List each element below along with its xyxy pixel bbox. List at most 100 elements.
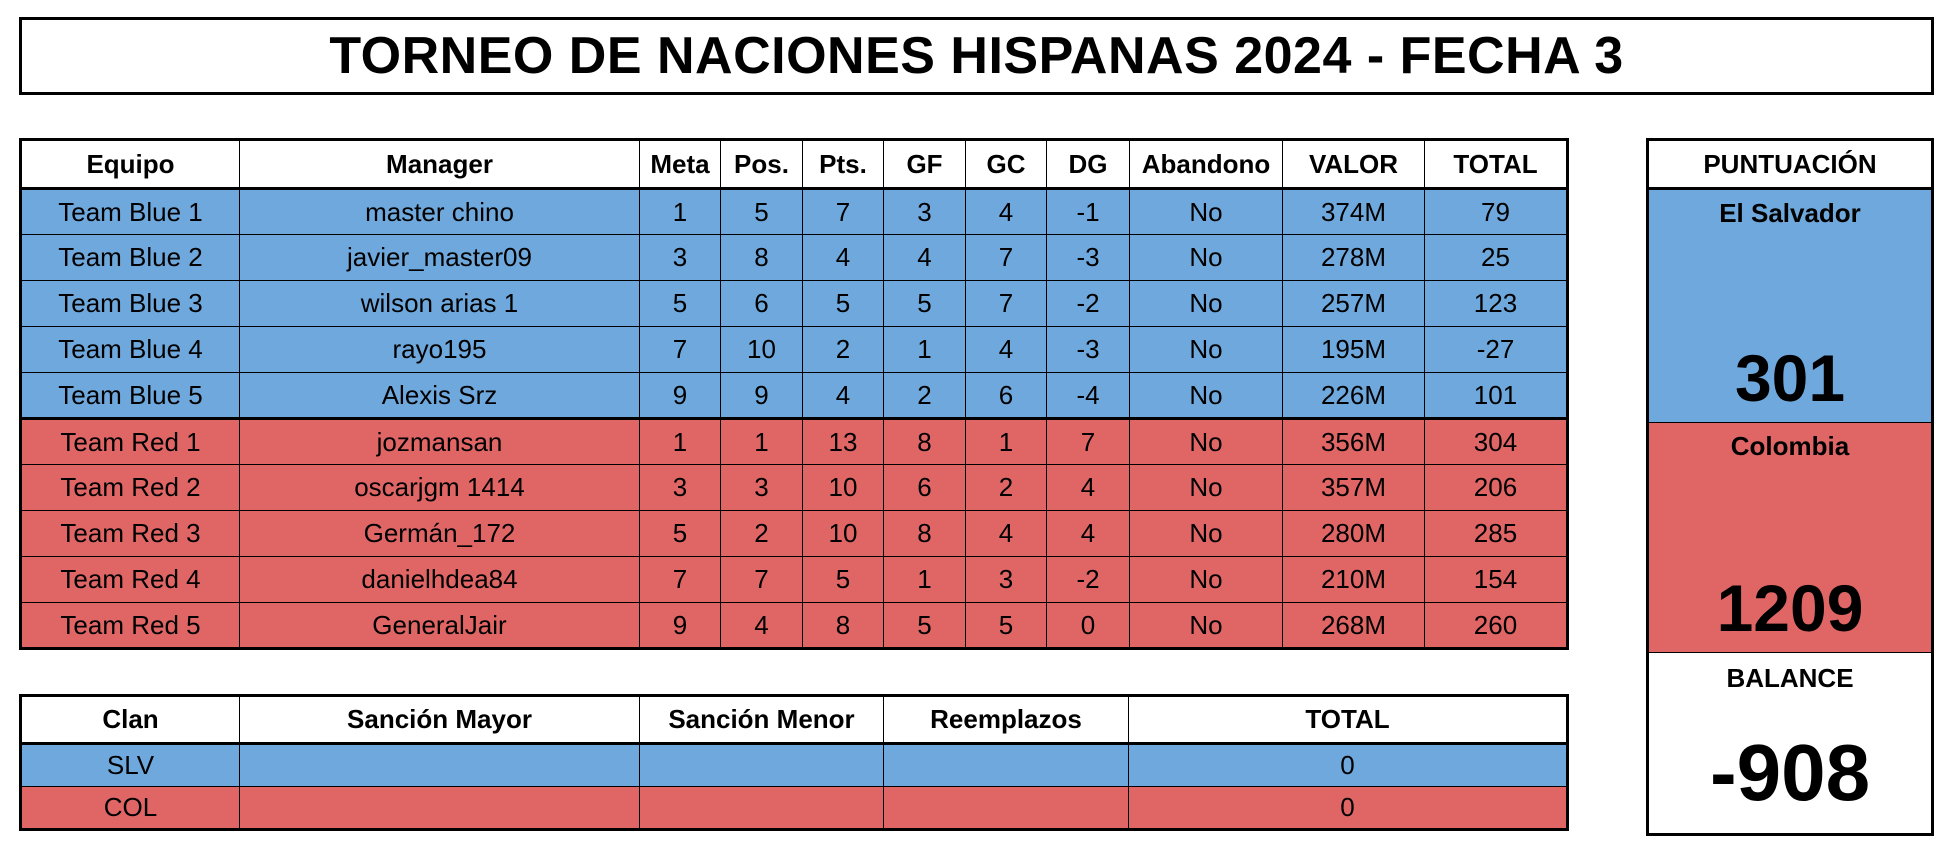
table-row: Team Red 2 oscarjgm 1414 3 3 10 6 2 4 No… <box>20 464 1568 511</box>
cell-equipo: Team Blue 3 <box>20 280 240 327</box>
col-header-valor: VALOR <box>1282 139 1425 190</box>
col-header-manager: Manager <box>239 139 640 190</box>
cell-dg: 4 <box>1046 510 1130 557</box>
cell-pos: 5 <box>720 188 803 235</box>
cell-meta: 9 <box>639 372 721 420</box>
table-row: Team Blue 2 javier_master09 3 8 4 4 7 -3… <box>20 234 1568 281</box>
col-header-sancion-menor: Sanción Menor <box>639 695 884 745</box>
cell-gf: 1 <box>883 326 966 373</box>
cell-gc: 4 <box>965 326 1047 373</box>
cell-gf: 1 <box>883 556 966 603</box>
score-panel-header: PUNTUACIÓN <box>1649 141 1931 190</box>
cell-abandono: No <box>1129 418 1283 465</box>
cell-clan: SLV <box>20 743 240 787</box>
cell-gf: 8 <box>883 510 966 557</box>
table-row: Team Blue 5 Alexis Srz 9 9 4 2 6 -4 No 2… <box>20 372 1568 420</box>
cell-manager: jozmansan <box>239 418 640 465</box>
col-header-reemplazos: Reemplazos <box>883 695 1129 745</box>
cell-sancion-menor <box>639 786 884 830</box>
cell-gf: 5 <box>883 280 966 327</box>
table-row: Team Red 3 Germán_172 5 2 10 8 4 4 No 28… <box>20 510 1568 557</box>
col-header-pos: Pos. <box>720 139 803 190</box>
cell-total: 206 <box>1424 464 1568 511</box>
col-header-sancion-mayor: Sanción Mayor <box>239 695 640 745</box>
team-a-score: 301 <box>1734 341 1846 415</box>
sanctions-table: Clan Sanción Mayor Sanción Menor Reempla… <box>19 694 1569 831</box>
cell-sancion-mayor <box>239 743 640 787</box>
team-b-score-block: Colombia 1209 <box>1649 423 1931 653</box>
score-panel: PUNTUACIÓN El Salvador 301 Colombia 1209… <box>1646 138 1934 836</box>
team-a-score-block: El Salvador 301 <box>1649 190 1931 423</box>
cell-sancion-mayor <box>239 786 640 830</box>
cell-abandono: No <box>1129 326 1283 373</box>
table-row: Team Red 1 jozmansan 1 1 13 8 1 7 No 356… <box>20 418 1568 465</box>
cell-valor: 278M <box>1282 234 1425 281</box>
cell-abandono: No <box>1129 372 1283 420</box>
cell-gc: 7 <box>965 234 1047 281</box>
cell-valor: 195M <box>1282 326 1425 373</box>
cell-meta: 7 <box>639 556 721 603</box>
cell-manager: javier_master09 <box>239 234 640 281</box>
cell-manager: master chino <box>239 188 640 235</box>
table-row: Team Blue 1 master chino 1 5 7 3 4 -1 No… <box>20 188 1568 235</box>
cell-equipo: Team Red 5 <box>20 602 240 649</box>
col-header-total: TOTAL <box>1128 695 1568 745</box>
cell-pts: 2 <box>802 326 884 373</box>
cell-pos: 3 <box>720 464 803 511</box>
cell-pts: 5 <box>802 280 884 327</box>
table-row: Team Red 5 GeneralJair 9 4 8 5 5 0 No 26… <box>20 602 1568 649</box>
cell-gf: 8 <box>883 418 966 465</box>
cell-gc: 3 <box>965 556 1047 603</box>
cell-dg: 0 <box>1046 602 1130 649</box>
cell-manager: Alexis Srz <box>239 372 640 420</box>
table-row: Team Blue 4 rayo195 7 10 2 1 4 -3 No 195… <box>20 326 1568 373</box>
table-row: Team Blue 3 wilson arias 1 5 6 5 5 7 -2 … <box>20 280 1568 327</box>
cell-manager: oscarjgm 1414 <box>239 464 640 511</box>
cell-meta: 9 <box>639 602 721 649</box>
cell-valor: 356M <box>1282 418 1425 465</box>
cell-equipo: Team Blue 2 <box>20 234 240 281</box>
cell-equipo: Team Blue 4 <box>20 326 240 373</box>
team-b-score: 1209 <box>1716 571 1864 645</box>
cell-gc: 4 <box>965 510 1047 557</box>
cell-valor: 374M <box>1282 188 1425 235</box>
cell-pos: 7 <box>720 556 803 603</box>
cell-gf: 5 <box>883 602 966 649</box>
cell-dg: -3 <box>1046 234 1130 281</box>
table-row: COL 0 <box>20 786 1568 830</box>
cell-meta: 5 <box>639 280 721 327</box>
cell-valor: 357M <box>1282 464 1425 511</box>
cell-total: 79 <box>1424 188 1568 235</box>
standings-header-row: Equipo Manager Meta Pos. Pts. GF GC DG A… <box>20 139 1568 190</box>
cell-equipo: Team Red 4 <box>20 556 240 603</box>
cell-abandono: No <box>1129 510 1283 557</box>
cell-manager: GeneralJair <box>239 602 640 649</box>
col-header-abandono: Abandono <box>1129 139 1283 190</box>
col-header-gf: GF <box>883 139 966 190</box>
cell-pos: 4 <box>720 602 803 649</box>
cell-dg: 7 <box>1046 418 1130 465</box>
cell-equipo: Team Red 2 <box>20 464 240 511</box>
cell-gc: 6 <box>965 372 1047 420</box>
cell-gc: 2 <box>965 464 1047 511</box>
cell-valor: 226M <box>1282 372 1425 420</box>
cell-dg: -2 <box>1046 556 1130 603</box>
cell-manager: rayo195 <box>239 326 640 373</box>
cell-equipo: Team Red 3 <box>20 510 240 557</box>
cell-pos: 8 <box>720 234 803 281</box>
cell-meta: 1 <box>639 188 721 235</box>
cell-dg: -4 <box>1046 372 1130 420</box>
cell-total: 260 <box>1424 602 1568 649</box>
cell-total: 25 <box>1424 234 1568 281</box>
cell-meta: 5 <box>639 510 721 557</box>
cell-total: 123 <box>1424 280 1568 327</box>
cell-clan: COL <box>20 786 240 830</box>
cell-pos: 1 <box>720 418 803 465</box>
cell-reemplazos <box>883 786 1129 830</box>
cell-meta: 3 <box>639 464 721 511</box>
col-header-clan: Clan <box>20 695 240 745</box>
cell-gc: 4 <box>965 188 1047 235</box>
cell-valor: 280M <box>1282 510 1425 557</box>
cell-total: 285 <box>1424 510 1568 557</box>
page-title: TORNEO DE NACIONES HISPANAS 2024 - FECHA… <box>19 17 1934 95</box>
